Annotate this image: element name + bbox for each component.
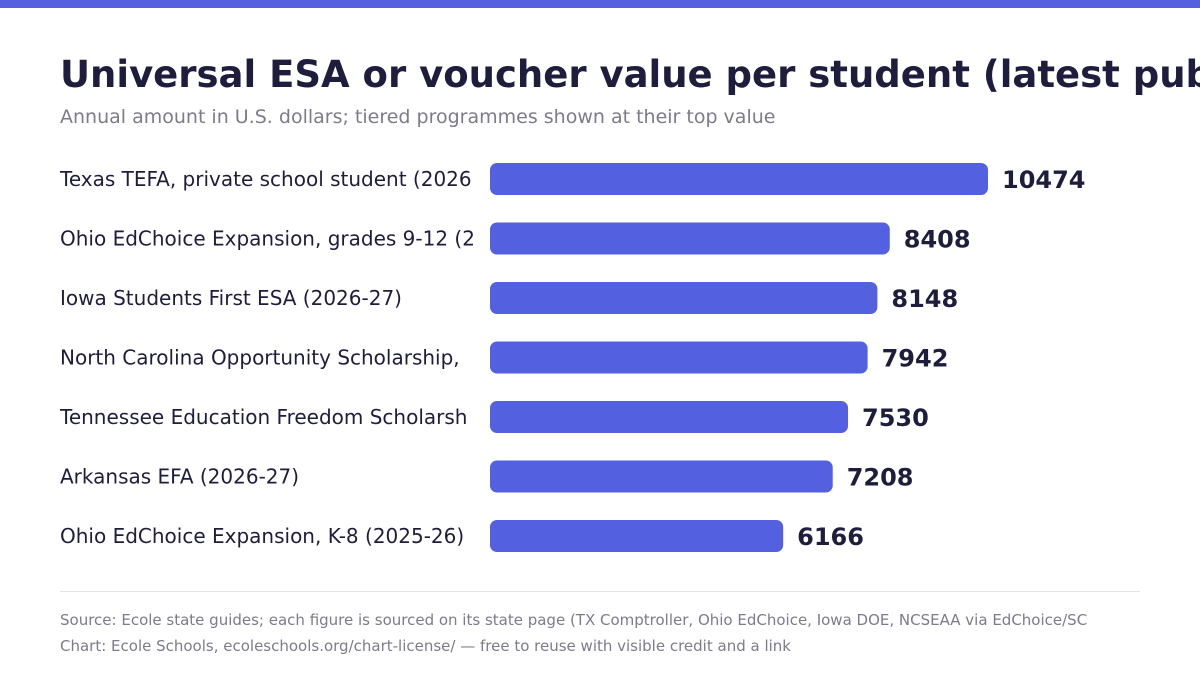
- bar: [490, 163, 988, 195]
- value-label: 7942: [882, 345, 949, 373]
- source-note: Source: Ecole state guides; each figure …: [60, 611, 1088, 629]
- value-label: 6166: [797, 523, 864, 551]
- value-label: 8148: [891, 285, 958, 313]
- bar: [490, 460, 833, 493]
- bar: [490, 341, 868, 374]
- chart-subtitle: Annual amount in U.S. dollars; tiered pr…: [60, 106, 776, 128]
- top-accent-bar: [0, 0, 1200, 8]
- bar: [490, 222, 890, 255]
- category-label: North Carolina Opportunity Scholarship,: [60, 346, 460, 370]
- bar: [490, 520, 784, 552]
- value-label: 7208: [847, 464, 914, 492]
- value-label: 8408: [904, 226, 971, 254]
- category-label: Arkansas EFA (2026-27): [60, 465, 299, 489]
- bar: [490, 401, 849, 433]
- category-label: Tennessee Education Freedom Scholarsh: [59, 405, 467, 429]
- value-label: 10474: [1002, 166, 1086, 194]
- category-label: Ohio EdChoice Expansion, grades 9-12 (2: [60, 227, 475, 251]
- category-label: Iowa Students First ESA (2026-27): [60, 286, 402, 310]
- value-label: 7530: [862, 404, 929, 432]
- chart-credit: Chart: Ecole Schools, ecoleschools.org/c…: [60, 637, 791, 655]
- bar: [490, 282, 878, 314]
- footer-divider: [60, 591, 1140, 592]
- category-label: Texas TEFA, private school student (2026: [59, 167, 472, 191]
- category-label: Ohio EdChoice Expansion, K-8 (2025-26): [60, 524, 464, 548]
- chart-title: Universal ESA or voucher value per stude…: [60, 53, 1200, 96]
